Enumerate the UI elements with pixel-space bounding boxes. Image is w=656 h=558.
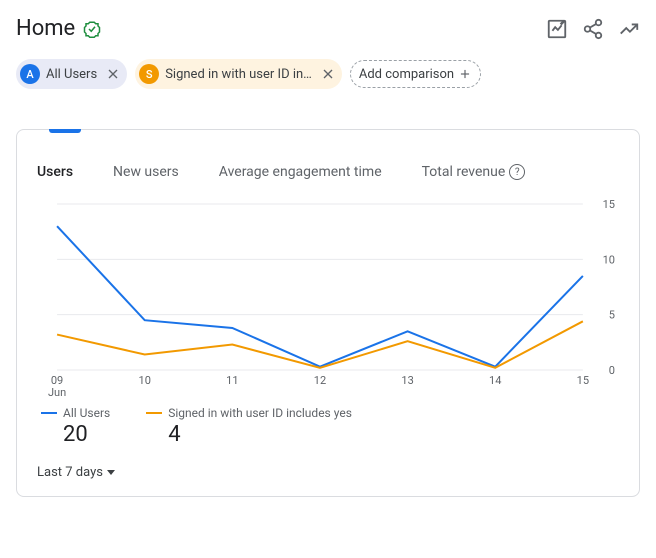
tab-indicator bbox=[49, 129, 81, 133]
plus-icon bbox=[458, 67, 472, 81]
svg-text:15: 15 bbox=[577, 374, 589, 387]
overview-card: Users New users Average engagement time … bbox=[16, 129, 640, 497]
svg-text:Jun: Jun bbox=[48, 386, 66, 398]
tab-avg-engagement[interactable]: Average engagement time bbox=[219, 164, 382, 180]
chart-legend: All Users 20 Signed in with user ID incl… bbox=[41, 406, 619, 447]
svg-text:11: 11 bbox=[226, 374, 238, 387]
customize-icon[interactable] bbox=[546, 18, 568, 40]
segment-label: Signed in with user ID in… bbox=[165, 67, 312, 82]
legend-item: Signed in with user ID includes yes 4 bbox=[146, 406, 352, 447]
tab-total-revenue[interactable]: Total revenue ? bbox=[422, 164, 526, 180]
svg-text:15: 15 bbox=[603, 198, 615, 211]
legend-item: All Users 20 bbox=[41, 406, 110, 447]
segment-label: All Users bbox=[46, 67, 97, 82]
legend-value: 4 bbox=[168, 422, 352, 447]
share-icon[interactable] bbox=[582, 18, 604, 40]
help-icon[interactable]: ? bbox=[509, 164, 525, 180]
legend-value: 20 bbox=[63, 422, 110, 447]
svg-text:13: 13 bbox=[401, 374, 413, 387]
svg-text:5: 5 bbox=[609, 309, 615, 322]
page-title: Home bbox=[16, 16, 75, 41]
tab-users[interactable]: Users bbox=[37, 164, 73, 180]
add-comparison-button[interactable]: Add comparison bbox=[350, 60, 481, 88]
segment-chip-all-users[interactable]: A All Users bbox=[16, 59, 127, 89]
segment-chip-signed-in[interactable]: S Signed in with user ID in… bbox=[135, 59, 342, 89]
segment-badge: A bbox=[20, 64, 40, 84]
svg-text:0: 0 bbox=[609, 364, 615, 377]
close-icon[interactable] bbox=[105, 66, 121, 82]
add-comparison-label: Add comparison bbox=[359, 67, 454, 82]
tab-new-users[interactable]: New users bbox=[113, 164, 179, 180]
close-icon[interactable] bbox=[320, 66, 336, 82]
insights-icon[interactable] bbox=[618, 18, 640, 40]
period-selector[interactable]: Last 7 days bbox=[37, 465, 619, 480]
svg-text:12: 12 bbox=[314, 374, 326, 387]
users-chart: 05101509101112131415Jun bbox=[37, 198, 619, 398]
verified-icon bbox=[83, 20, 101, 38]
segment-badge: S bbox=[139, 64, 159, 84]
comparison-chips: A All Users S Signed in with user ID in…… bbox=[16, 59, 640, 89]
svg-text:10: 10 bbox=[603, 253, 615, 266]
chevron-down-icon bbox=[107, 470, 115, 475]
svg-text:14: 14 bbox=[489, 374, 501, 387]
svg-text:10: 10 bbox=[139, 374, 151, 387]
